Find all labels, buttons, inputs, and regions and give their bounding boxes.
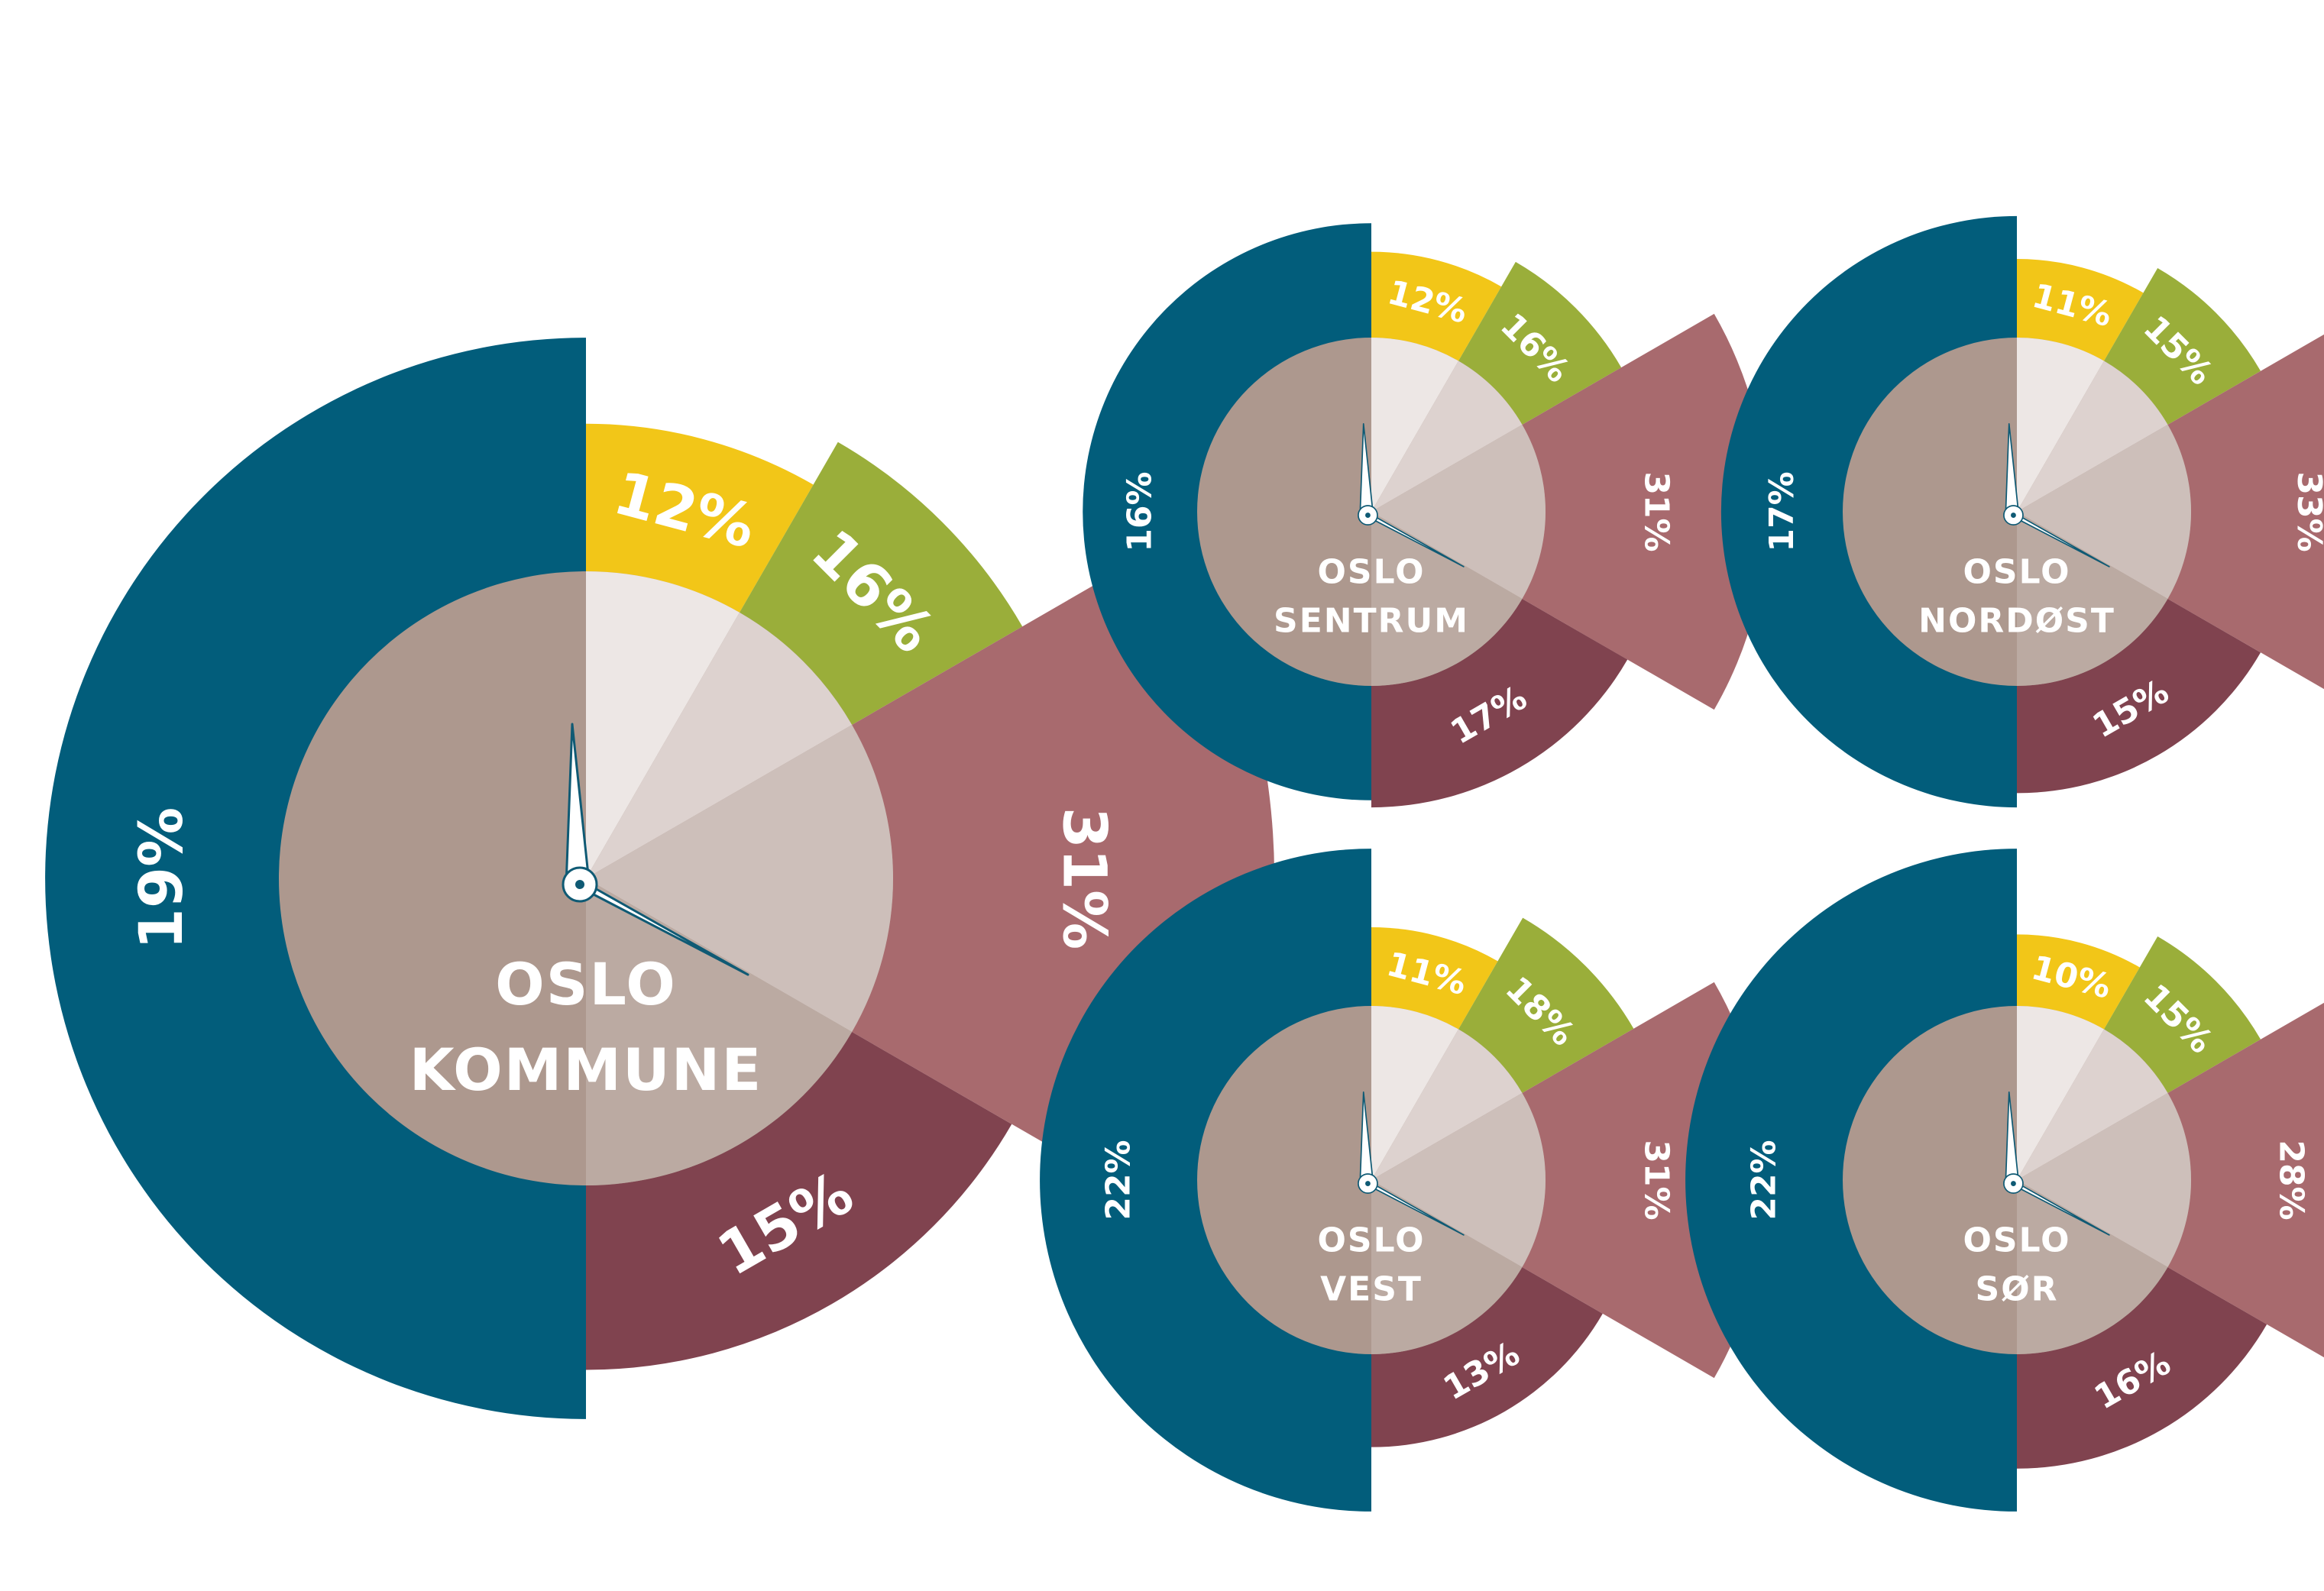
inner-wedge xyxy=(1371,338,1458,512)
clock-hands-icon xyxy=(2003,423,2110,568)
clock-hands-icon xyxy=(1358,423,1465,568)
segment-label-rose: 31% xyxy=(1050,807,1118,950)
chart-title-line: NORDØST xyxy=(1918,602,2115,641)
inner-wedge xyxy=(2017,512,2168,686)
chart-title-line: OSLO xyxy=(495,950,677,1018)
segment-label-rose: 33% xyxy=(2290,471,2324,551)
chart-title-line: OSLO xyxy=(1963,1221,2071,1260)
clock-hands-icon xyxy=(562,723,749,976)
segment-label-teal: 19% xyxy=(128,807,196,950)
segment-label-rose: 28% xyxy=(2272,1140,2311,1220)
inner-wedge xyxy=(1371,1093,1546,1267)
chart-title-line: KOMMUNE xyxy=(409,1036,763,1104)
inner-wedge xyxy=(2017,1006,2104,1180)
segment-label-teal: 22% xyxy=(1099,1140,1138,1220)
chart-title-line: VEST xyxy=(1320,1270,1423,1309)
clock-hands-icon xyxy=(1358,1091,1465,1236)
inner-wedge xyxy=(586,878,853,1185)
inner-wedge xyxy=(2017,361,2168,512)
segment-label-teal: 17% xyxy=(1762,471,1801,551)
inner-wedge xyxy=(2017,1093,2191,1267)
inner-wedge xyxy=(1371,1006,1458,1180)
chart-title-line: OSLO xyxy=(1318,1221,1426,1260)
chart-title-line: SØR xyxy=(1976,1270,2059,1309)
segment-label-teal: 16% xyxy=(1121,471,1160,551)
inner-wedge xyxy=(586,612,853,878)
ring-segment-rose xyxy=(1371,981,1768,1379)
inner-wedge xyxy=(2017,1029,2168,1180)
segment-label-teal: 22% xyxy=(1745,1140,1784,1220)
segment-label-rose: 31% xyxy=(1637,1140,1676,1220)
clock-hands-icon xyxy=(2003,1091,2110,1236)
inner-wedge xyxy=(2017,425,2191,599)
inner-wedge xyxy=(1371,1180,1523,1354)
chart-title-line: OSLO xyxy=(1963,553,2071,592)
segment-label-rose: 31% xyxy=(1637,471,1676,551)
inner-wedge xyxy=(586,725,893,1032)
inner-wedge xyxy=(2017,338,2104,512)
inner-wedge xyxy=(1371,1029,1523,1180)
inner-wedge xyxy=(586,571,740,878)
chart-title-line: SENTRUM xyxy=(1274,602,1469,641)
chart-title-line: OSLO xyxy=(1318,553,1426,592)
inner-wedge xyxy=(1371,512,1523,686)
inner-wedge xyxy=(2017,1180,2168,1354)
ring-segment-rose xyxy=(1371,313,1768,710)
inner-wedge xyxy=(1371,425,1546,599)
inner-wedge xyxy=(1371,361,1523,512)
